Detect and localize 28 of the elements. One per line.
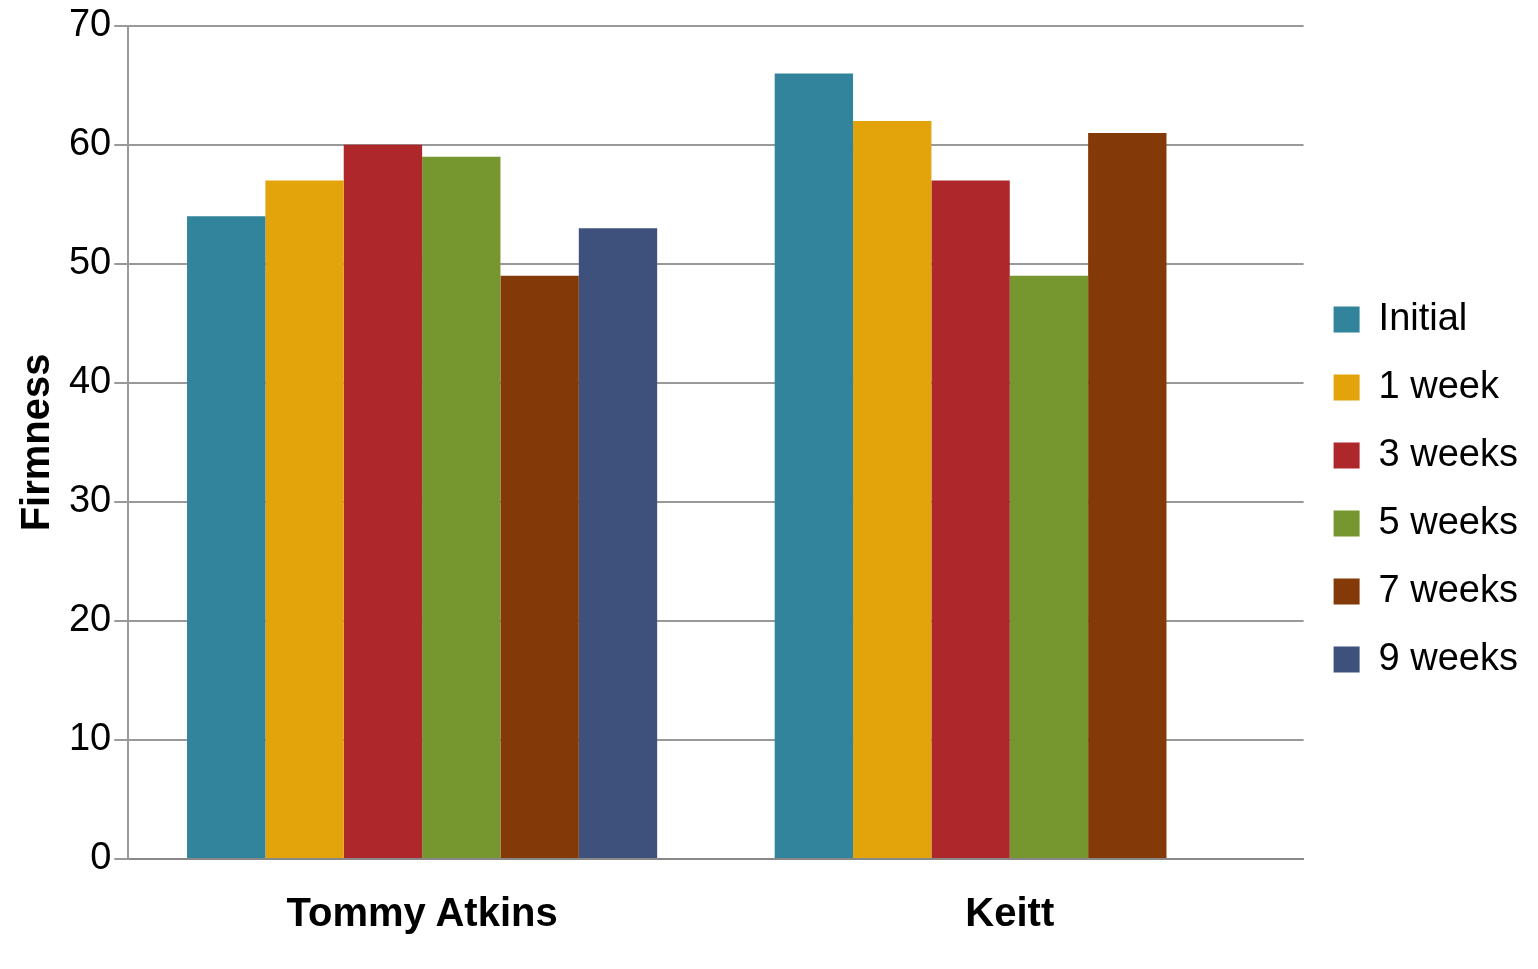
y-tick-label: 0 — [90, 835, 112, 878]
legend-label: 1 week — [1378, 363, 1500, 406]
bar — [422, 156, 501, 858]
bar — [774, 73, 854, 858]
y-tick-label: 10 — [68, 716, 112, 759]
legend-label: 5 weeks — [1378, 499, 1518, 542]
y-tick-label: 30 — [68, 478, 112, 521]
bar — [578, 228, 658, 858]
legend-label: 9 weeks — [1378, 635, 1518, 678]
y-tick-label: 60 — [68, 121, 112, 164]
x-tick-label: Tommy Atkins — [286, 890, 558, 935]
y-tick-label: 50 — [68, 240, 112, 283]
bar — [500, 275, 579, 858]
y-axis-title: Firmness — [13, 353, 58, 532]
legend-label: Initial — [1378, 295, 1468, 338]
x-tick-label: Keitt — [965, 890, 1055, 935]
bar — [1088, 132, 1167, 858]
legend-label: 3 weeks — [1378, 431, 1518, 474]
y-tick-label: 40 — [68, 359, 112, 402]
y-tick-label: 70 — [68, 2, 112, 45]
bar — [265, 180, 344, 858]
bar — [853, 121, 932, 858]
bar — [343, 144, 423, 858]
bar — [1009, 275, 1089, 858]
bar — [931, 180, 1010, 858]
bar — [187, 216, 266, 858]
y-tick-label: 20 — [68, 597, 112, 640]
legend-label: 7 weeks — [1378, 567, 1518, 610]
